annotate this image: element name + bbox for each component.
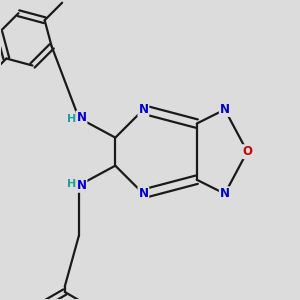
Text: N: N [220,103,230,116]
Text: H: H [67,179,76,189]
Text: H: H [67,114,76,124]
Text: N: N [220,187,230,200]
Text: N: N [138,103,148,116]
Text: N: N [76,112,86,124]
Text: O: O [242,145,252,158]
Text: N: N [138,187,148,200]
Text: N: N [76,179,86,192]
